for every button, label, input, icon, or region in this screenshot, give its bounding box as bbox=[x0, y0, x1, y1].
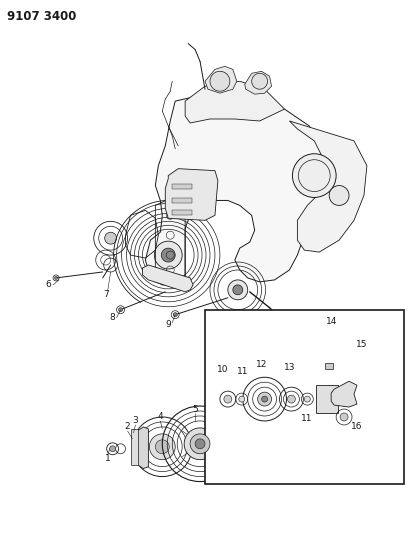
Circle shape bbox=[252, 74, 268, 89]
Bar bbox=[172, 211, 192, 215]
Bar bbox=[131, 429, 138, 465]
Text: 6: 6 bbox=[45, 280, 51, 289]
Circle shape bbox=[258, 392, 272, 406]
Text: 1: 1 bbox=[105, 454, 111, 463]
Text: 7: 7 bbox=[103, 290, 109, 300]
Polygon shape bbox=[245, 71, 272, 94]
Polygon shape bbox=[138, 427, 148, 469]
Bar bbox=[316, 385, 338, 413]
Polygon shape bbox=[331, 381, 357, 407]
Circle shape bbox=[239, 396, 245, 402]
Text: 3: 3 bbox=[133, 416, 138, 425]
Circle shape bbox=[195, 439, 205, 449]
Text: 12: 12 bbox=[256, 360, 267, 369]
Polygon shape bbox=[145, 93, 327, 285]
Circle shape bbox=[329, 185, 349, 205]
Circle shape bbox=[224, 395, 232, 403]
Circle shape bbox=[119, 308, 123, 312]
Bar bbox=[205, 310, 404, 483]
Circle shape bbox=[261, 396, 268, 402]
Circle shape bbox=[154, 241, 182, 269]
Circle shape bbox=[340, 413, 348, 421]
Circle shape bbox=[55, 277, 57, 279]
Text: 13: 13 bbox=[284, 363, 295, 372]
Text: 11: 11 bbox=[301, 415, 312, 423]
Bar bbox=[325, 364, 333, 369]
Circle shape bbox=[287, 395, 295, 403]
Text: 16: 16 bbox=[351, 423, 363, 431]
Circle shape bbox=[292, 154, 336, 197]
Circle shape bbox=[161, 248, 175, 262]
Circle shape bbox=[173, 313, 177, 317]
Bar bbox=[172, 198, 192, 204]
Circle shape bbox=[184, 428, 216, 459]
Text: 15: 15 bbox=[356, 340, 368, 349]
Bar bbox=[172, 183, 192, 189]
Polygon shape bbox=[205, 66, 237, 93]
Text: 8: 8 bbox=[110, 313, 116, 322]
Circle shape bbox=[110, 446, 116, 452]
Circle shape bbox=[155, 440, 169, 454]
Text: 9107 3400: 9107 3400 bbox=[7, 10, 77, 23]
Text: 5: 5 bbox=[192, 405, 198, 414]
Polygon shape bbox=[142, 265, 193, 292]
Circle shape bbox=[150, 434, 175, 459]
Circle shape bbox=[304, 396, 310, 402]
Text: 2: 2 bbox=[125, 423, 131, 431]
Text: 11: 11 bbox=[237, 367, 249, 376]
Circle shape bbox=[104, 232, 116, 244]
Text: 14: 14 bbox=[325, 317, 337, 326]
Text: 4: 4 bbox=[157, 413, 163, 422]
Text: 10: 10 bbox=[217, 365, 229, 374]
Circle shape bbox=[190, 434, 210, 454]
Circle shape bbox=[233, 285, 243, 295]
Polygon shape bbox=[185, 81, 285, 123]
Circle shape bbox=[228, 280, 248, 300]
Polygon shape bbox=[165, 168, 218, 220]
Polygon shape bbox=[290, 121, 367, 252]
Text: 9: 9 bbox=[165, 320, 171, 329]
Circle shape bbox=[210, 71, 230, 91]
